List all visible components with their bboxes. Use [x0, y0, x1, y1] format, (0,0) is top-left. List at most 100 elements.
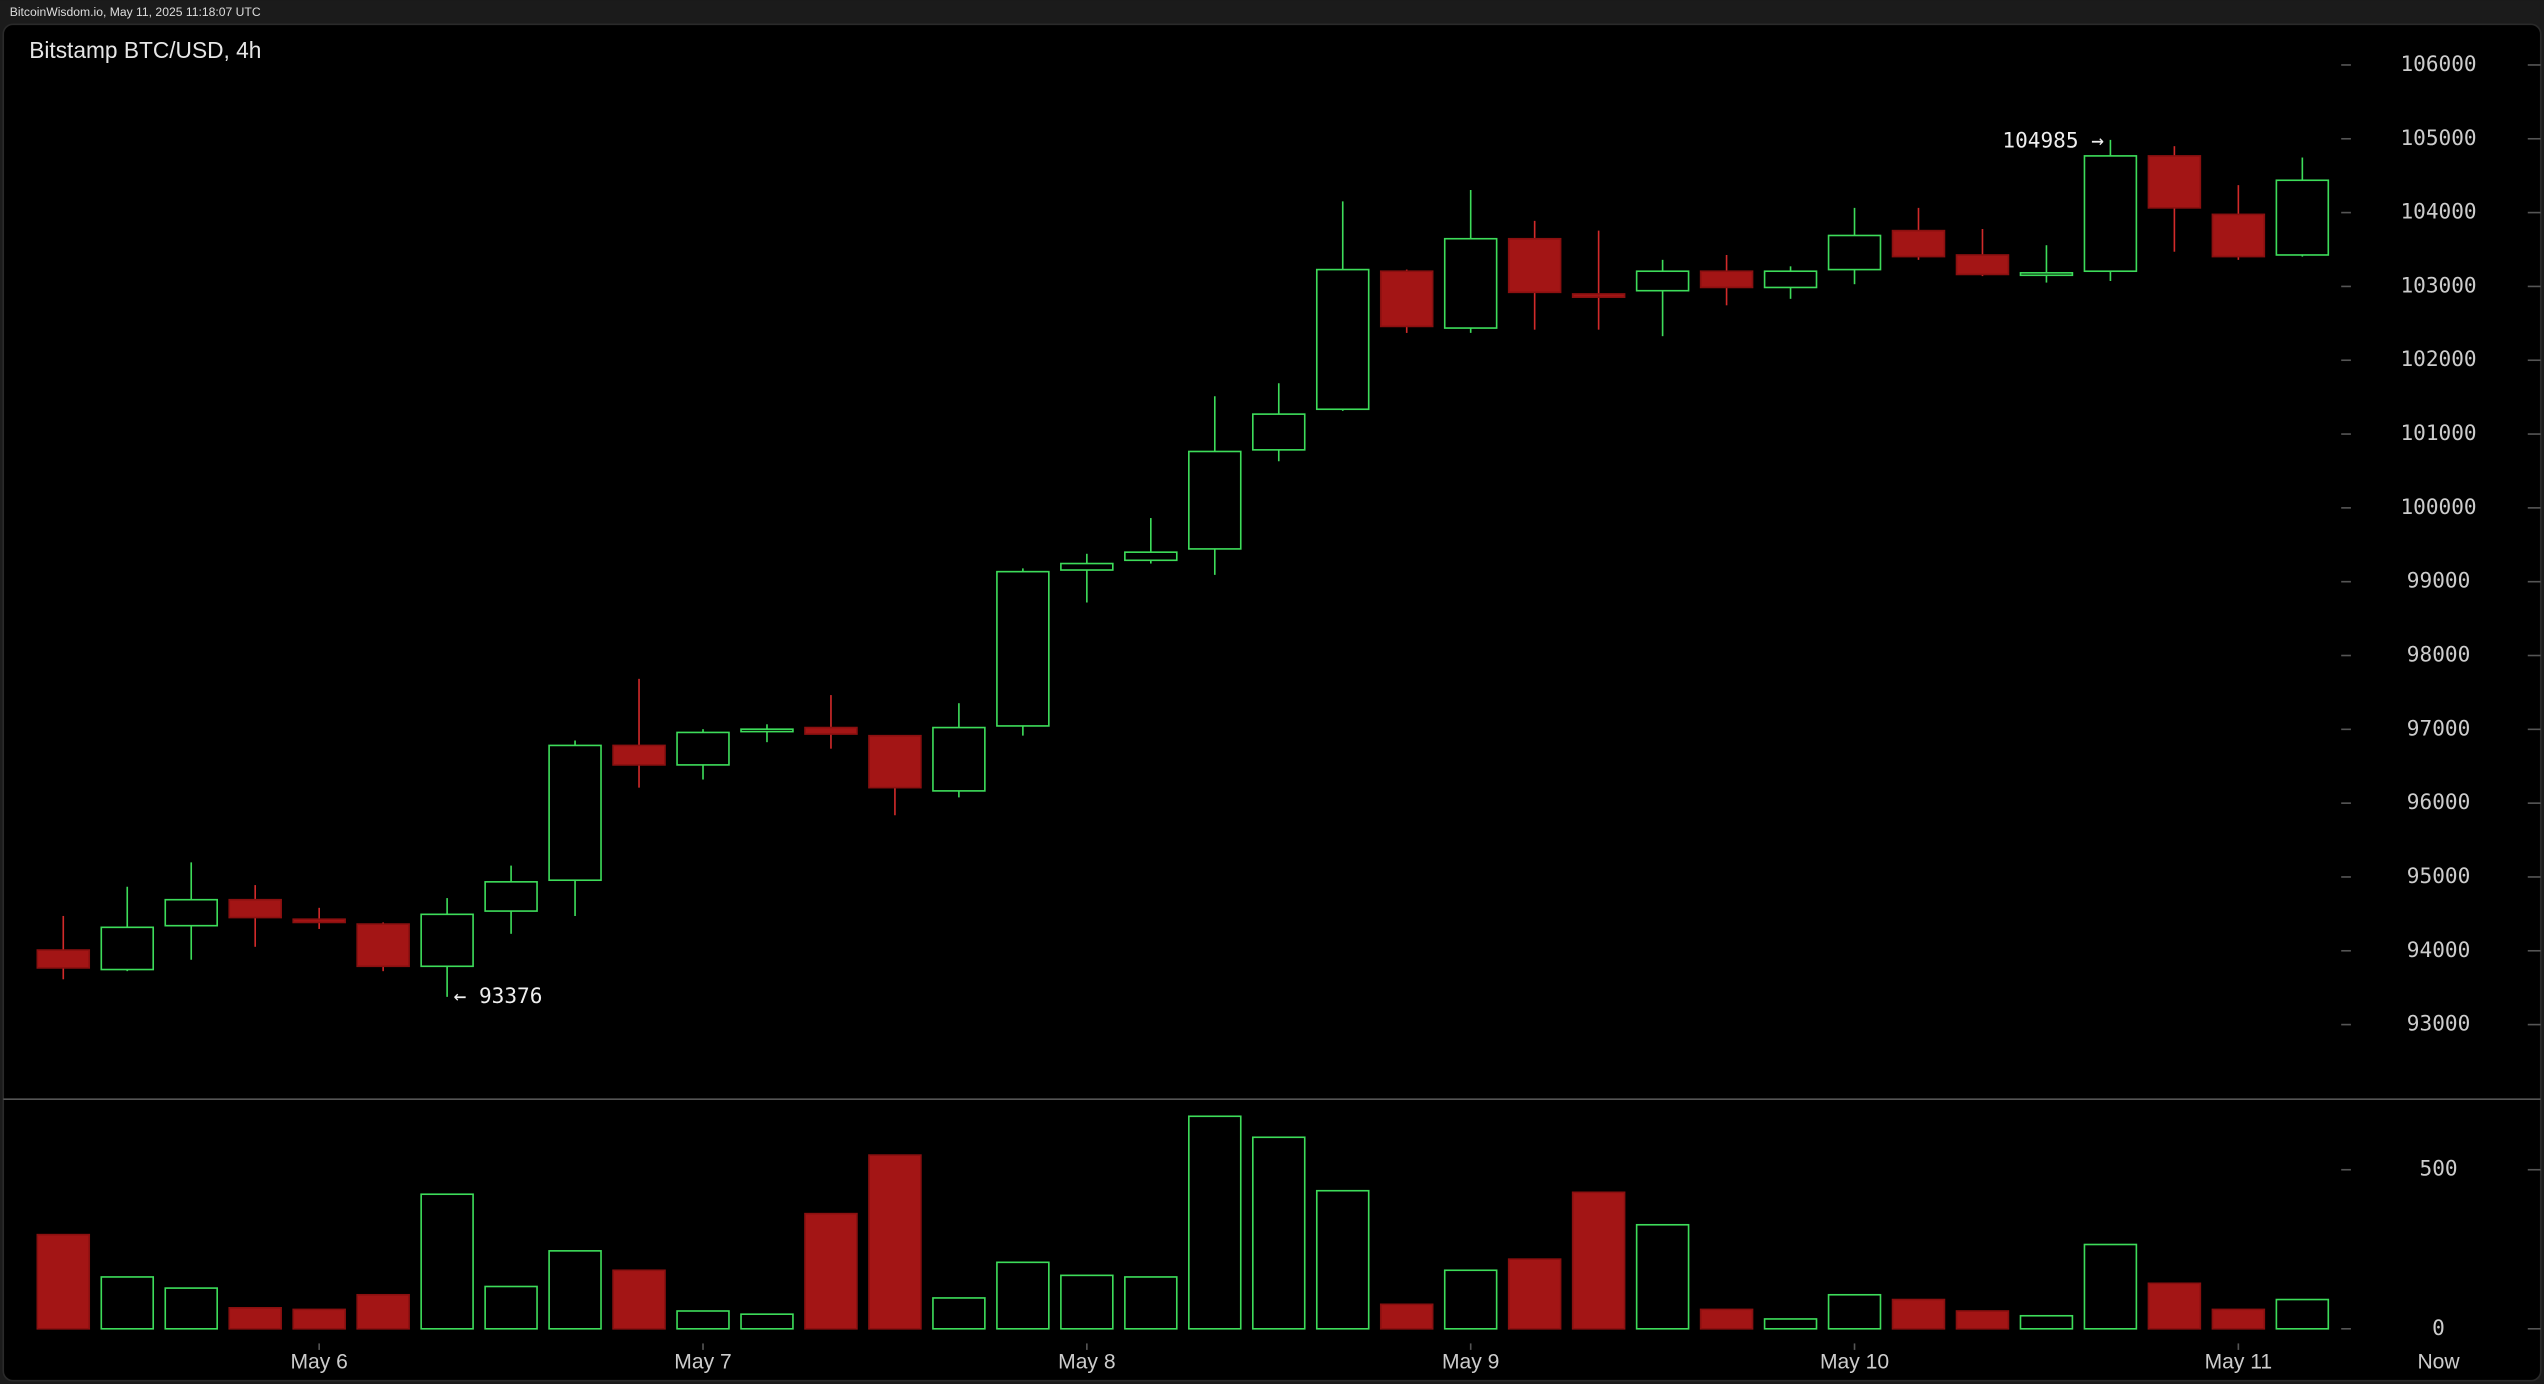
- volume-tick-label: 500: [2420, 1156, 2458, 1181]
- volume-bar: [1251, 1136, 1306, 1330]
- candle-body: [1763, 270, 1818, 289]
- candle-body: [420, 913, 474, 968]
- x-tick-label: May 6: [290, 1350, 347, 1373]
- x-tick-label: May 9: [1442, 1350, 1499, 1373]
- volume-bar: [996, 1261, 1050, 1330]
- y-tick-label: 97000: [2407, 715, 2470, 740]
- candle-body: [2147, 155, 2202, 209]
- candle-body: [1379, 270, 1434, 328]
- candle-body: [868, 734, 922, 789]
- candle-body: [1635, 270, 1690, 292]
- candle-body: [1124, 551, 1178, 562]
- x-tick-label: May 11: [2205, 1350, 2273, 1373]
- volume-bar: [1315, 1189, 1370, 1330]
- volume-bar: [612, 1269, 666, 1330]
- volume-bar: [1379, 1303, 1434, 1330]
- candle-body: [292, 918, 346, 924]
- candle-body: [2019, 272, 2074, 277]
- candle-body: [548, 744, 602, 882]
- candle-body: [932, 726, 986, 792]
- candle-body: [36, 949, 91, 969]
- volume-bar: [420, 1193, 474, 1330]
- y-tick-label: 98000: [2407, 642, 2470, 667]
- y-tick-label: 94000: [2407, 937, 2470, 962]
- annotation: ← 93376: [454, 983, 543, 1008]
- volume-bar: [868, 1154, 922, 1330]
- candle-body: [1699, 270, 1754, 289]
- candle-body: [2083, 155, 2138, 273]
- candle-body: [740, 728, 794, 733]
- candle-body: [612, 744, 666, 766]
- x-tick-label: May 10: [1820, 1350, 1889, 1373]
- candle-body: [1443, 237, 1498, 329]
- volume-bar: [1124, 1276, 1178, 1330]
- candle-body: [804, 726, 858, 735]
- y-tick-label: 95000: [2407, 863, 2470, 888]
- x-tick-label: May 8: [1058, 1350, 1115, 1373]
- volume-bar: [484, 1285, 538, 1330]
- y-tick-label: 105000: [2400, 125, 2476, 150]
- candle-body: [996, 570, 1050, 727]
- volume-bar: [164, 1287, 218, 1330]
- volume-bar: [2019, 1314, 2074, 1330]
- y-tick-label: 100000: [2400, 494, 2476, 519]
- chart-title: Bitstamp BTC/USD, 4h: [29, 37, 261, 63]
- candle-body: [1251, 413, 1306, 451]
- candle-body: [1507, 237, 1562, 294]
- annotation: 104985 →: [2002, 128, 2104, 153]
- chart-frame: [2, 23, 2542, 1382]
- volume-bar: [1635, 1223, 1690, 1330]
- y-tick-label: 103000: [2400, 272, 2476, 297]
- volume-bar: [2147, 1282, 2202, 1330]
- y-tick-label: 102000: [2400, 346, 2476, 371]
- volume-bar: [804, 1212, 858, 1330]
- volume-bar: [740, 1313, 794, 1330]
- candle-body: [1571, 293, 1626, 299]
- volume-bar: [1188, 1115, 1242, 1330]
- volume-bar: [2275, 1298, 2330, 1330]
- volume-bar: [292, 1308, 346, 1330]
- candle-body: [1188, 450, 1242, 550]
- candle-body: [1060, 562, 1114, 571]
- volume-bar: [100, 1276, 155, 1330]
- candle-body: [228, 898, 282, 919]
- candle-body: [1827, 234, 1882, 271]
- volume-bar: [1699, 1308, 1754, 1330]
- candle-body: [2211, 213, 2266, 258]
- volume-bar: [2083, 1243, 2138, 1330]
- candle-body: [100, 926, 155, 971]
- y-tick-label: 101000: [2400, 420, 2476, 445]
- volume-bar: [356, 1293, 410, 1330]
- volume-bar: [1507, 1258, 1562, 1330]
- source-text: BitcoinWisdom.io, May 11, 2025 11:18:07 …: [10, 5, 261, 19]
- volume-bar: [1891, 1298, 1946, 1330]
- volume-bar: [676, 1310, 730, 1330]
- now-label: Now: [2417, 1350, 2460, 1373]
- candle-body: [1955, 254, 2010, 276]
- volume-tick-label: 0: [2432, 1315, 2445, 1340]
- candle-body: [1891, 229, 1946, 258]
- volume-bar: [1763, 1318, 1818, 1330]
- volume-bar: [932, 1297, 986, 1330]
- volume-bar: [1827, 1293, 1882, 1330]
- volume-bar: [1955, 1310, 2010, 1330]
- volume-bar: [1060, 1274, 1114, 1330]
- candle-body: [484, 881, 538, 912]
- volume-bar: [1571, 1191, 1626, 1330]
- volume-bar: [548, 1250, 602, 1330]
- volume-bar: [1443, 1269, 1498, 1330]
- y-tick-label: 99000: [2407, 568, 2470, 593]
- candle-body: [164, 898, 218, 927]
- volume-bar: [2211, 1308, 2266, 1330]
- y-tick-label: 93000: [2407, 1011, 2470, 1036]
- candle-body: [676, 731, 730, 766]
- y-tick-label: 104000: [2400, 199, 2476, 224]
- candle-body: [356, 923, 410, 968]
- y-tick-label: 106000: [2400, 51, 2476, 76]
- y-tick-label: 96000: [2407, 789, 2470, 814]
- candle-body: [2275, 179, 2330, 256]
- candle-body: [1315, 268, 1370, 411]
- volume-bar: [228, 1307, 282, 1330]
